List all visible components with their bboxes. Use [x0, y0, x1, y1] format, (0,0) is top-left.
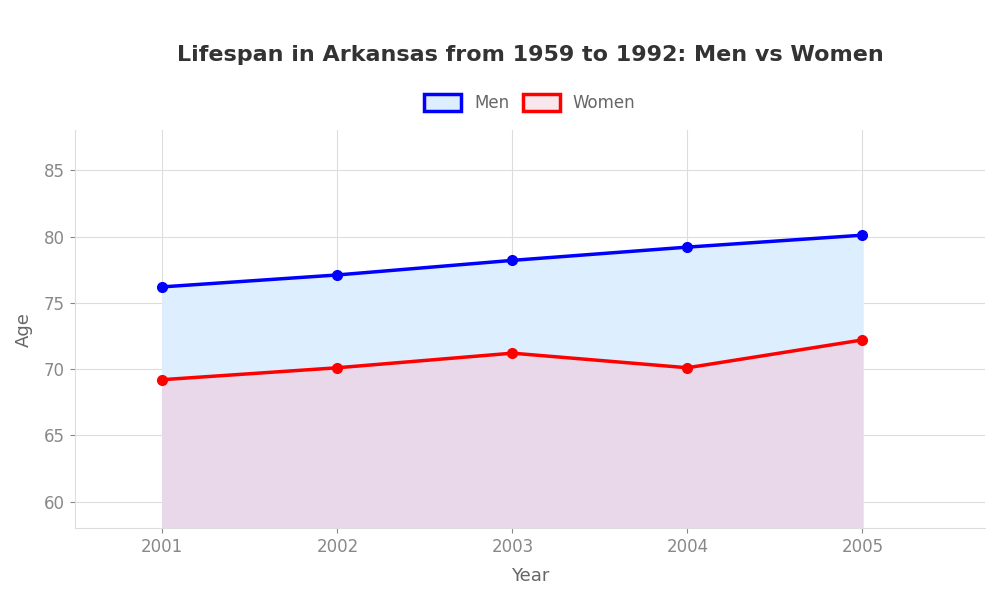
- X-axis label: Year: Year: [511, 567, 549, 585]
- Title: Lifespan in Arkansas from 1959 to 1992: Men vs Women: Lifespan in Arkansas from 1959 to 1992: …: [177, 45, 883, 65]
- Y-axis label: Age: Age: [15, 312, 33, 347]
- Legend: Men, Women: Men, Women: [418, 87, 642, 119]
